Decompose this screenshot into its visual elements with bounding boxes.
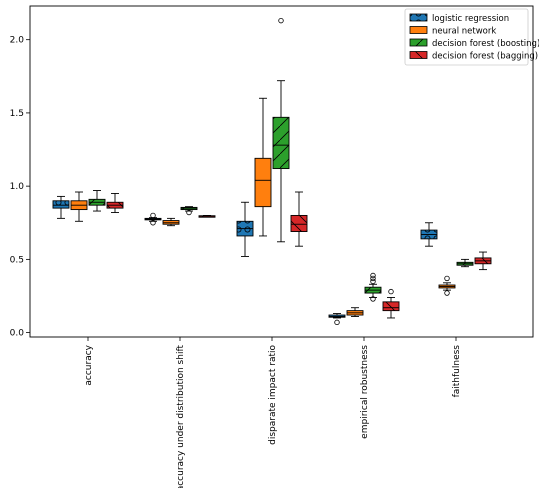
plot-area <box>52 17 492 326</box>
legend-swatch-outline <box>409 51 428 59</box>
outlier-point <box>370 278 376 285</box>
legend-swatch-outline <box>409 13 428 22</box>
axes-frame <box>29 5 534 338</box>
box-decision-forest-bagging-4 <box>474 251 492 271</box>
box-decision-forest-bagging-3 <box>382 288 400 319</box>
box-decision-forest-boosting-0 <box>88 190 106 212</box>
box-neural-network-2 <box>254 97 272 237</box>
outlier-point <box>388 288 394 295</box>
x-tick-label: accuracy <box>84 344 94 385</box>
outlier-point <box>334 319 340 326</box>
outlier-point <box>444 275 450 282</box>
box-logistic-regression-0 <box>52 195 70 219</box>
box-decision-forest-boosting-3 <box>364 272 382 302</box>
box-logistic-regression-2 <box>236 201 254 257</box>
x-axis: accuracy accuracy under distribution shif… <box>84 337 462 488</box>
legend-label: decision forest (bagging) <box>432 52 538 62</box>
legend-swatch-outline <box>409 26 428 34</box>
x-tick-label: empirical robustness <box>360 345 370 439</box>
outlier-point <box>444 290 450 296</box>
legend-swatch-hatch <box>410 39 427 46</box>
box-hatch <box>383 301 399 311</box>
legend-label: neural network <box>432 27 496 37</box>
box-outline <box>52 200 70 209</box>
box-hatch <box>53 200 69 209</box>
outlier-point <box>150 212 156 219</box>
box-decision-forest-bagging-1 <box>198 214 216 218</box>
box-decision-forest-boosting-4 <box>456 258 474 268</box>
box-logistic-regression-3 <box>328 313 346 326</box>
x-tick-label: disparate impact ratio <box>268 345 278 445</box>
y-axis: 0.0 0.5 1.0 1.5 2.0 <box>10 36 30 339</box>
box-logistic-regression-1 <box>144 212 162 226</box>
box-outline <box>254 157 272 208</box>
box-decision-forest-bagging-0 <box>106 193 124 213</box>
box-outline <box>290 214 308 232</box>
box-outline <box>382 301 400 312</box>
outlier-point <box>150 220 156 226</box>
legend-swatch-hatch <box>410 51 427 59</box>
box-outline <box>272 116 290 170</box>
y-tick-label: 1.5 <box>10 109 24 119</box>
legend: logistic regression neural network decisio… <box>404 8 539 66</box>
legend-label: decision forest (boosting) <box>432 39 539 49</box>
y-tick-label: 1.0 <box>10 182 25 192</box>
box-decision-forest-boosting-2 <box>272 17 290 243</box>
box-neural-network-1 <box>162 217 180 227</box>
box-neural-network-4 <box>438 275 456 296</box>
x-tick-label: accuracy under distribution shift <box>176 345 186 488</box>
y-tick-label: 0.0 <box>10 329 25 339</box>
box-neural-network-3 <box>346 307 364 317</box>
outlier-point <box>370 296 376 302</box>
outlier-point <box>186 209 192 216</box>
outlier-point <box>370 272 376 279</box>
x-tick-label: faithfulness <box>452 345 462 398</box>
outlier-point <box>278 17 284 24</box>
legend-swatch-hatch <box>410 14 427 21</box>
y-tick-label: 2.0 <box>10 36 25 46</box>
box-decision-forest-bagging-2 <box>290 191 308 247</box>
legend-frame <box>404 8 529 66</box>
box-decision-forest-boosting-1 <box>180 206 198 216</box>
legend-label: logistic regression <box>432 14 509 24</box>
outlier-point <box>370 275 376 282</box>
box-hatch <box>291 215 307 232</box>
legend-swatch-neural-network <box>410 26 427 34</box>
legend-swatch-outline <box>409 38 428 47</box>
box-hatch <box>273 117 289 169</box>
y-tick-label: 0.5 <box>10 255 24 265</box>
box-neural-network-0 <box>70 191 88 222</box>
box-logistic-regression-4 <box>420 222 438 247</box>
box-fill <box>255 158 271 207</box>
